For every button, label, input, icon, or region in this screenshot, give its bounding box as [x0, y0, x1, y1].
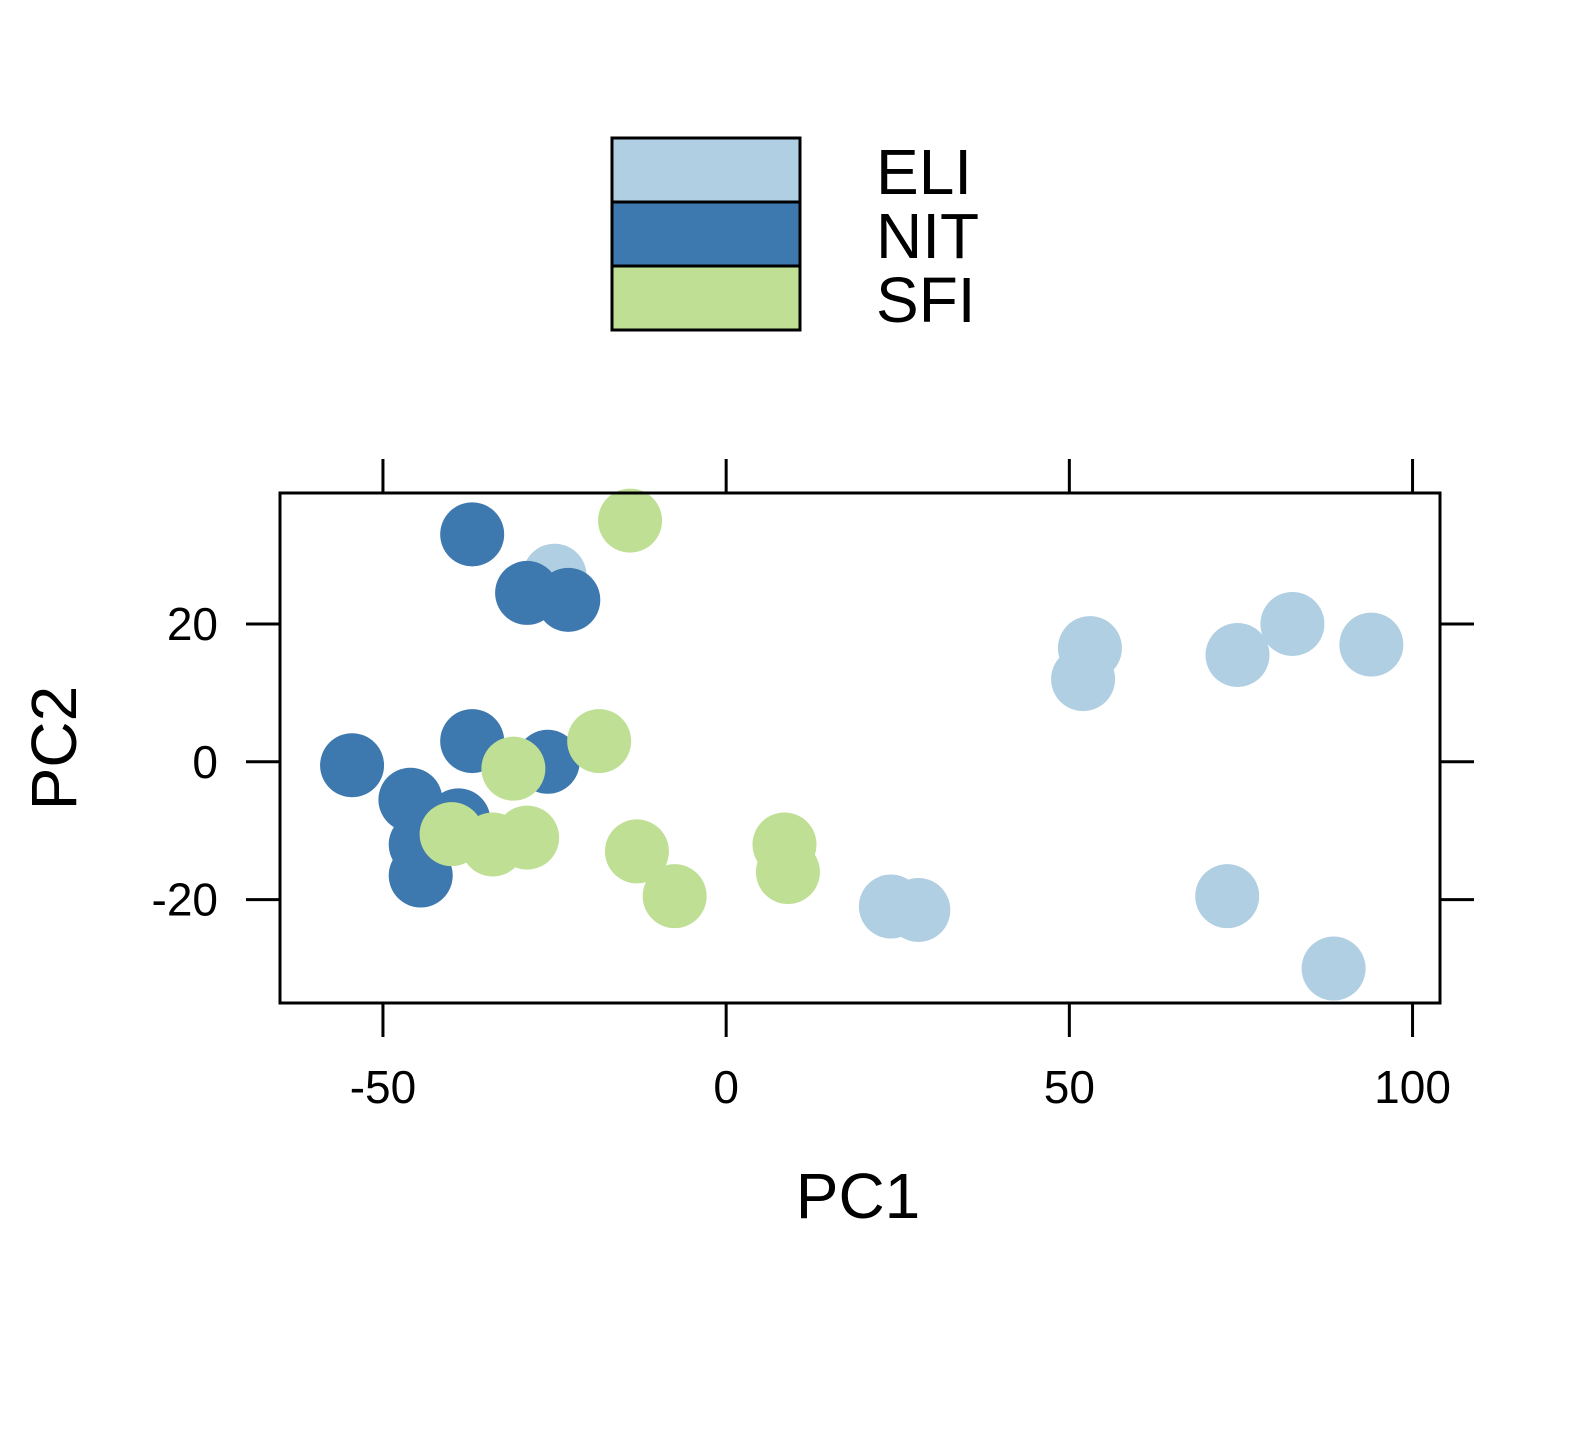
point-sfi: [598, 488, 663, 553]
legend-label-eli: ELI: [876, 136, 972, 208]
point-eli: [1205, 622, 1270, 687]
plot-frame: [278, 491, 1442, 1005]
y-tick-label: 0: [192, 736, 218, 788]
series-eli: [522, 543, 1404, 1001]
point-sfi: [755, 840, 820, 905]
point-sfi: [481, 736, 546, 801]
legend-swatch-sfi: [610, 264, 802, 332]
point-eli: [1260, 591, 1325, 656]
y-tick-label: -20: [152, 874, 218, 926]
x-axis-label: PC1: [796, 1160, 921, 1232]
point-eli: [1301, 936, 1366, 1001]
series-sfi: [419, 488, 820, 929]
point-nit: [536, 567, 601, 632]
y-axis-label: PC2: [18, 686, 90, 811]
x-tick-label: 0: [713, 1061, 739, 1113]
legend-swatch-nit: [610, 200, 802, 268]
x-tick-label: 100: [1374, 1061, 1451, 1113]
x-tick-label: 50: [1044, 1061, 1095, 1113]
legend-label-nit: NIT: [876, 200, 979, 272]
point-sfi: [604, 819, 669, 884]
point-nit: [320, 733, 385, 798]
x-tick-label: -50: [350, 1061, 416, 1113]
point-sfi: [567, 709, 632, 774]
axes: -50 0 50 100 -20 0 20: [152, 459, 1474, 1113]
point-eli: [1339, 612, 1404, 677]
point-nit: [440, 502, 505, 567]
point-sfi: [495, 805, 560, 870]
point-sfi: [642, 864, 707, 929]
point-eli: [1051, 647, 1116, 712]
legend-label-sfi: SFI: [876, 264, 976, 336]
point-eli: [1195, 864, 1260, 929]
legend-swatch-eli: [610, 136, 802, 204]
plot-marks: [320, 488, 1404, 1001]
y-tick-label: 20: [167, 598, 218, 650]
point-eli: [886, 877, 951, 942]
